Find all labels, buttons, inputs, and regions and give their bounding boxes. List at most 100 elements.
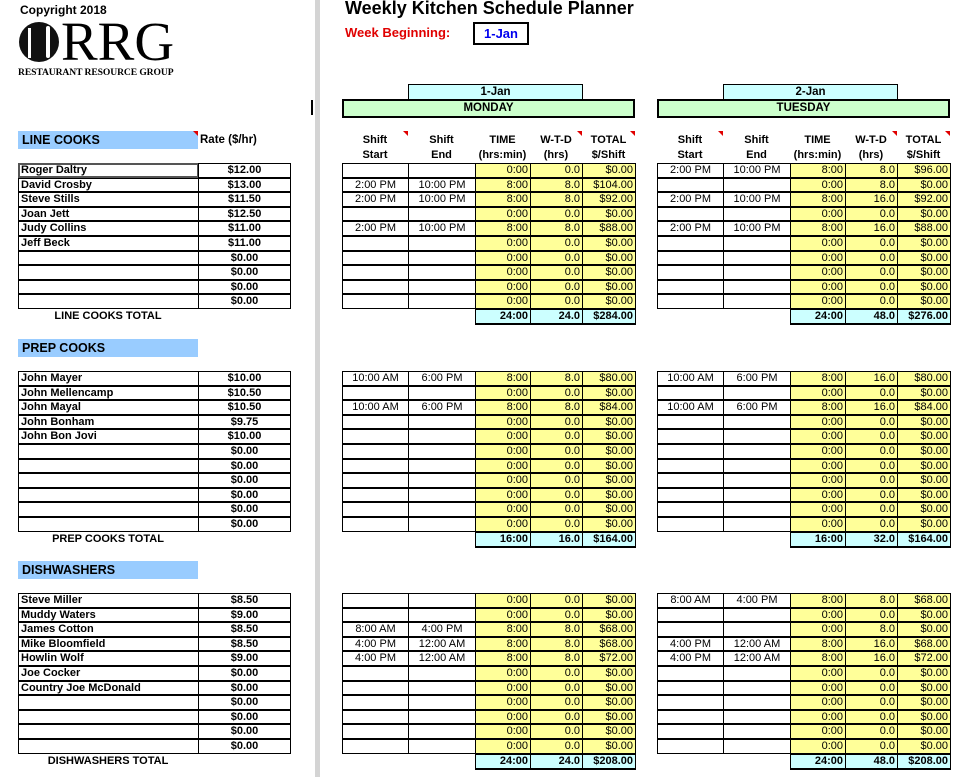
comment-indicator-icon[interactable]: [403, 131, 408, 136]
shift-start-cell[interactable]: [657, 206, 724, 222]
employee-name-cell[interactable]: [18, 724, 199, 739]
shift-end-cell[interactable]: 10:00 PM: [408, 177, 476, 193]
shift-end-cell[interactable]: [408, 429, 476, 444]
split-divider-handle[interactable]: [311, 100, 313, 115]
shift-end-cell[interactable]: [723, 695, 791, 710]
shift-end-cell[interactable]: [723, 177, 791, 193]
hourly-rate-cell[interactable]: $9.75: [198, 414, 291, 430]
shift-start-cell[interactable]: [342, 279, 409, 295]
shift-start-cell[interactable]: [657, 429, 724, 444]
shift-end-cell[interactable]: [408, 163, 476, 178]
shift-start-cell[interactable]: [657, 695, 724, 710]
employee-name-cell[interactable]: [18, 709, 199, 725]
shift-start-cell[interactable]: [342, 593, 409, 608]
hourly-rate-cell[interactable]: $0.00: [198, 724, 291, 739]
shift-start-cell[interactable]: [657, 666, 724, 681]
shift-end-cell[interactable]: 10:00 PM: [408, 221, 476, 236]
shift-start-cell[interactable]: 10:00 AM: [342, 400, 409, 415]
shift-start-cell[interactable]: 4:00 PM: [342, 651, 409, 666]
hourly-rate-cell[interactable]: $10.50: [198, 385, 291, 401]
hourly-rate-cell[interactable]: $0.00: [198, 487, 291, 503]
shift-end-cell[interactable]: [723, 294, 791, 309]
shift-end-cell[interactable]: 6:00 PM: [723, 400, 791, 415]
shift-end-cell[interactable]: [723, 607, 791, 623]
shift-end-cell[interactable]: 6:00 PM: [408, 400, 476, 415]
shift-start-cell[interactable]: [342, 666, 409, 681]
shift-start-cell[interactable]: [657, 265, 724, 280]
shift-start-cell[interactable]: [657, 724, 724, 739]
shift-end-cell[interactable]: [723, 250, 791, 266]
comment-indicator-icon[interactable]: [945, 131, 950, 136]
shift-end-cell[interactable]: [408, 680, 476, 696]
shift-end-cell[interactable]: [408, 487, 476, 503]
shift-start-cell[interactable]: 4:00 PM: [657, 636, 724, 652]
shift-start-cell[interactable]: [342, 385, 409, 401]
shift-start-cell[interactable]: [342, 695, 409, 710]
shift-start-cell[interactable]: 10:00 AM: [342, 371, 409, 386]
hourly-rate-cell[interactable]: $9.00: [198, 651, 291, 666]
hourly-rate-cell[interactable]: $0.00: [198, 444, 291, 459]
employee-name-cell[interactable]: John Mayer: [18, 371, 199, 386]
shift-end-cell[interactable]: [408, 695, 476, 710]
shift-end-cell[interactable]: [408, 250, 476, 266]
shift-start-cell[interactable]: 4:00 PM: [657, 651, 724, 666]
shift-end-cell[interactable]: [723, 444, 791, 459]
hourly-rate-cell[interactable]: $0.00: [198, 458, 291, 474]
shift-end-cell[interactable]: 4:00 PM: [408, 622, 476, 637]
shift-start-cell[interactable]: [342, 414, 409, 430]
shift-end-cell[interactable]: [723, 502, 791, 517]
comment-indicator-icon[interactable]: [892, 131, 897, 136]
hourly-rate-cell[interactable]: $0.00: [198, 265, 291, 280]
shift-start-cell[interactable]: 2:00 PM: [342, 221, 409, 236]
hourly-rate-cell[interactable]: $0.00: [198, 250, 291, 266]
shift-start-cell[interactable]: 8:00 AM: [657, 593, 724, 608]
shift-start-cell[interactable]: [657, 279, 724, 295]
shift-end-cell[interactable]: [408, 517, 476, 532]
shift-start-cell[interactable]: [342, 444, 409, 459]
shift-start-cell[interactable]: [342, 709, 409, 725]
shift-start-cell[interactable]: [657, 458, 724, 474]
comment-indicator-icon[interactable]: [193, 131, 198, 136]
shift-end-cell[interactable]: [408, 607, 476, 623]
employee-name-cell[interactable]: [18, 279, 199, 295]
hourly-rate-cell[interactable]: $12.50: [198, 206, 291, 222]
employee-name-cell[interactable]: [18, 517, 199, 532]
hourly-rate-cell[interactable]: $0.00: [198, 294, 291, 309]
shift-start-cell[interactable]: [342, 473, 409, 488]
employee-name-cell[interactable]: John Mayal: [18, 400, 199, 415]
shift-end-cell[interactable]: [408, 458, 476, 474]
employee-name-cell[interactable]: [18, 265, 199, 280]
shift-start-cell[interactable]: [657, 709, 724, 725]
shift-end-cell[interactable]: 10:00 PM: [723, 221, 791, 236]
hourly-rate-cell[interactable]: $0.00: [198, 709, 291, 725]
shift-end-cell[interactable]: [723, 236, 791, 251]
shift-end-cell[interactable]: [408, 739, 476, 754]
shift-end-cell[interactable]: [408, 666, 476, 681]
shift-start-cell[interactable]: 2:00 PM: [657, 163, 724, 178]
employee-name-cell[interactable]: [18, 250, 199, 266]
shift-start-cell[interactable]: [657, 502, 724, 517]
shift-end-cell[interactable]: 6:00 PM: [723, 371, 791, 386]
hourly-rate-cell[interactable]: $11.50: [198, 192, 291, 207]
shift-end-cell[interactable]: [723, 279, 791, 295]
shift-end-cell[interactable]: [723, 458, 791, 474]
employee-name-cell[interactable]: [18, 458, 199, 474]
shift-start-cell[interactable]: [657, 680, 724, 696]
shift-end-cell[interactable]: [723, 724, 791, 739]
shift-end-cell[interactable]: [408, 502, 476, 517]
hourly-rate-cell[interactable]: $0.00: [198, 680, 291, 696]
shift-start-cell[interactable]: [657, 517, 724, 532]
employee-name-cell[interactable]: [18, 473, 199, 488]
shift-end-cell[interactable]: [408, 385, 476, 401]
shift-start-cell[interactable]: [657, 622, 724, 637]
hourly-rate-cell[interactable]: $13.00: [198, 177, 291, 193]
shift-start-cell[interactable]: [342, 429, 409, 444]
shift-start-cell[interactable]: [342, 607, 409, 623]
comment-indicator-icon[interactable]: [577, 131, 582, 136]
employee-name-cell[interactable]: Muddy Waters: [18, 607, 199, 623]
shift-start-cell[interactable]: [657, 236, 724, 251]
shift-start-cell[interactable]: [657, 444, 724, 459]
employee-name-cell[interactable]: Joe Cocker: [18, 666, 199, 681]
hourly-rate-cell[interactable]: $0.00: [198, 739, 291, 754]
hourly-rate-cell[interactable]: $10.00: [198, 429, 291, 444]
